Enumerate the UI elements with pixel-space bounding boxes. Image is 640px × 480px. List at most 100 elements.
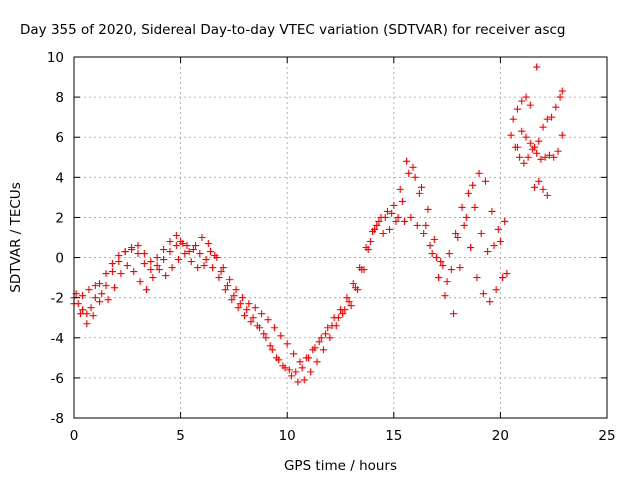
y-tick-label: -6 bbox=[51, 371, 64, 387]
data-point bbox=[379, 229, 387, 237]
data-point bbox=[166, 248, 174, 256]
data-point bbox=[328, 322, 336, 330]
data-point bbox=[437, 258, 445, 266]
data-point bbox=[334, 314, 342, 322]
data-point bbox=[432, 254, 440, 262]
data-point bbox=[533, 149, 541, 157]
x-tick-label: 10 bbox=[279, 428, 296, 444]
data-point bbox=[215, 274, 223, 282]
y-tick-label: 8 bbox=[55, 90, 64, 106]
data-point bbox=[309, 346, 317, 354]
data-point bbox=[373, 221, 381, 229]
data-point bbox=[281, 364, 289, 372]
y-tick-label: 2 bbox=[55, 210, 64, 226]
data-point bbox=[447, 266, 455, 274]
data-point bbox=[539, 185, 547, 193]
data-point bbox=[524, 153, 532, 161]
data-point bbox=[543, 191, 551, 199]
data-point bbox=[548, 113, 556, 121]
data-point bbox=[287, 372, 295, 380]
data-point bbox=[128, 244, 136, 252]
data-point bbox=[238, 294, 246, 302]
data-point bbox=[354, 286, 362, 294]
data-point bbox=[251, 304, 259, 312]
data-point bbox=[501, 217, 509, 225]
data-point bbox=[285, 366, 293, 374]
data-point bbox=[277, 332, 285, 340]
data-point bbox=[383, 207, 391, 215]
data-point bbox=[102, 282, 110, 290]
data-point bbox=[290, 350, 298, 358]
data-point bbox=[535, 137, 543, 145]
data-point bbox=[168, 264, 176, 272]
data-point bbox=[111, 284, 119, 292]
data-point bbox=[264, 316, 272, 324]
data-point bbox=[185, 248, 193, 256]
data-point bbox=[104, 296, 112, 304]
data-point bbox=[479, 290, 487, 298]
data-point bbox=[558, 131, 566, 139]
data-point bbox=[174, 256, 182, 264]
data-point bbox=[462, 213, 470, 221]
data-point bbox=[464, 189, 472, 197]
data-point bbox=[526, 101, 534, 109]
data-point bbox=[206, 248, 214, 256]
data-point bbox=[266, 342, 274, 350]
data-point bbox=[418, 183, 426, 191]
data-point bbox=[102, 270, 110, 278]
data-point bbox=[91, 294, 99, 302]
data-point bbox=[181, 250, 189, 258]
y-axis-label: SDTVAR / TECUs bbox=[8, 182, 24, 292]
data-point bbox=[558, 87, 566, 95]
data-point bbox=[140, 260, 148, 268]
x-tick-label: 0 bbox=[70, 428, 79, 444]
data-point bbox=[326, 334, 334, 342]
data-point bbox=[153, 262, 161, 270]
data-point bbox=[400, 217, 408, 225]
data-point bbox=[492, 286, 500, 294]
data-point bbox=[91, 282, 99, 290]
data-point bbox=[541, 153, 549, 161]
x-tick-label: 25 bbox=[598, 428, 615, 444]
data-point bbox=[390, 201, 398, 209]
data-point bbox=[490, 242, 498, 250]
x-tick-label: 20 bbox=[492, 428, 509, 444]
data-point bbox=[117, 270, 125, 278]
data-point bbox=[275, 356, 283, 364]
data-point bbox=[202, 256, 210, 264]
data-point bbox=[403, 157, 411, 165]
data-point bbox=[343, 294, 351, 302]
data-point bbox=[398, 197, 406, 205]
y-tick-label: -8 bbox=[51, 411, 64, 427]
data-point bbox=[496, 238, 504, 246]
data-point bbox=[283, 340, 291, 348]
data-point bbox=[411, 173, 419, 181]
data-point bbox=[413, 221, 421, 229]
data-point bbox=[292, 368, 300, 376]
data-point bbox=[407, 213, 415, 221]
data-point bbox=[441, 292, 449, 300]
data-point bbox=[76, 310, 84, 318]
data-point bbox=[486, 298, 494, 306]
data-point bbox=[294, 378, 302, 386]
data-point bbox=[364, 246, 372, 254]
data-point bbox=[509, 115, 517, 123]
data-point bbox=[155, 266, 163, 274]
data-point bbox=[435, 274, 443, 282]
data-point bbox=[531, 183, 539, 191]
y-tick-label: 0 bbox=[55, 251, 64, 267]
data-point bbox=[270, 324, 278, 332]
data-point bbox=[473, 274, 481, 282]
data-point bbox=[260, 330, 268, 338]
data-point bbox=[313, 358, 321, 366]
data-point bbox=[513, 143, 521, 151]
plot-frame bbox=[73, 56, 608, 419]
data-point bbox=[366, 238, 374, 246]
data-point bbox=[255, 324, 263, 332]
data-point bbox=[454, 234, 462, 241]
data-point bbox=[302, 354, 310, 362]
data-point bbox=[134, 250, 142, 258]
data-point bbox=[550, 153, 558, 161]
data-point bbox=[245, 300, 253, 308]
